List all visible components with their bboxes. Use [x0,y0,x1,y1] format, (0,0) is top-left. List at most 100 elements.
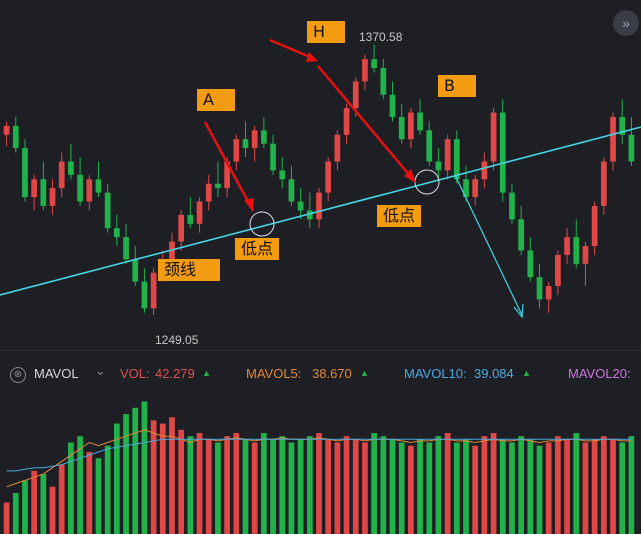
red-arrow-2-head [306,52,318,62]
chevron-down-icon[interactable]: ⌄ [95,366,106,378]
mavol10-label: MAVOL10: [404,366,467,381]
candle-body [306,210,313,220]
candle-body [389,94,396,117]
volume-bar [58,464,65,534]
candle-body [242,139,249,149]
volume-bar [159,423,166,534]
volume-bar [178,429,185,534]
volume-bar [215,442,221,534]
candle-body [270,143,276,171]
volume-bar [187,436,194,534]
candle-body [536,277,543,300]
volume-bar [545,442,552,534]
candle-body [95,179,102,193]
volume-bar [555,436,561,534]
candle-body [564,237,570,255]
vol-label: VOL: [120,366,150,381]
low-price-label: 1249.05 [155,333,199,347]
candle-body [343,108,350,135]
volume-bar [371,433,377,534]
candle-body [31,179,38,198]
volume-bar [389,439,396,534]
volume-bar [417,439,423,534]
volume-bar [132,407,139,534]
candle-body [408,112,414,140]
label-a: A [197,89,235,111]
volume-bar [408,445,414,534]
red-arrow-2 [269,38,311,59]
volume-legend: MAVOL ⌄ VOL: 42.279 ▲ MAVOL5: 38.670 ▲ M… [0,366,641,384]
label-neckline: 颈线 [158,259,220,281]
volume-bar [169,417,175,534]
candle-body [628,134,635,162]
volume-bar [141,401,148,534]
low-point-circle-1 [249,211,275,237]
high-price-label: 1370.58 [359,30,403,44]
indicator-name[interactable]: MAVOL [34,366,79,381]
vol-value: 42.279 [155,366,195,381]
candle-body [132,259,139,282]
mavol20-label: MAVOL20: [568,366,631,381]
mavol5-label: MAVOL5: [246,366,302,381]
candle-body [573,237,580,264]
red-arrow-3 [317,65,412,178]
volume-bar [316,433,322,534]
candle-body [233,139,240,162]
candle-body [426,130,433,162]
candle-body [380,68,387,95]
candle-body [509,192,515,220]
candle-body [297,201,304,211]
candle-body [196,201,203,224]
candle-body [591,205,598,247]
mavol10-line [6,438,632,472]
candle-body [481,161,488,180]
volume-bar [86,451,93,534]
volume-bar [619,442,626,534]
candle-body [104,192,111,229]
volume-bar [325,439,332,534]
volume-bar [628,436,635,534]
volume-bar [150,420,157,534]
volume-bar [362,442,368,534]
close-icon[interactable]: ⊗ [10,367,26,383]
candle-body [58,161,65,189]
candle-body [472,179,479,198]
volume-bar [343,436,350,534]
volume-bar [49,486,56,534]
volume-bar [453,442,460,534]
expand-button[interactable]: » [613,10,639,36]
volume-bar [527,439,534,534]
volume-bar [40,474,47,534]
volume-bar [205,439,212,534]
neckline [0,126,641,296]
candle-body [518,219,524,251]
label-low-point-2: 低点 [377,205,422,227]
label-b: B [438,75,476,97]
down-arrow-head [513,303,524,319]
candle-body [22,148,28,198]
mavol10-value: 39.084 [474,366,514,381]
down-arrow-line [454,174,523,316]
volume-bars-group [3,401,635,534]
candle-body [582,246,589,264]
candle-body [316,192,322,220]
candle-body [141,281,148,309]
candle-body [3,125,10,135]
volume-bar [22,480,28,534]
volume-bar [518,436,524,534]
candle-body [205,183,212,202]
candle-body [279,170,286,180]
candle-body [325,161,332,193]
volume-bar [435,436,442,534]
volume-bar [490,433,497,534]
candle-body [417,112,423,131]
annotation-markers [203,38,524,319]
volume-bar [270,439,276,534]
candle-body [619,116,626,135]
candle-body [600,161,607,206]
volume-bar [104,445,111,534]
volume-bar [426,442,433,534]
volume-bar [334,442,341,534]
red-arrow-3-head [404,169,416,183]
